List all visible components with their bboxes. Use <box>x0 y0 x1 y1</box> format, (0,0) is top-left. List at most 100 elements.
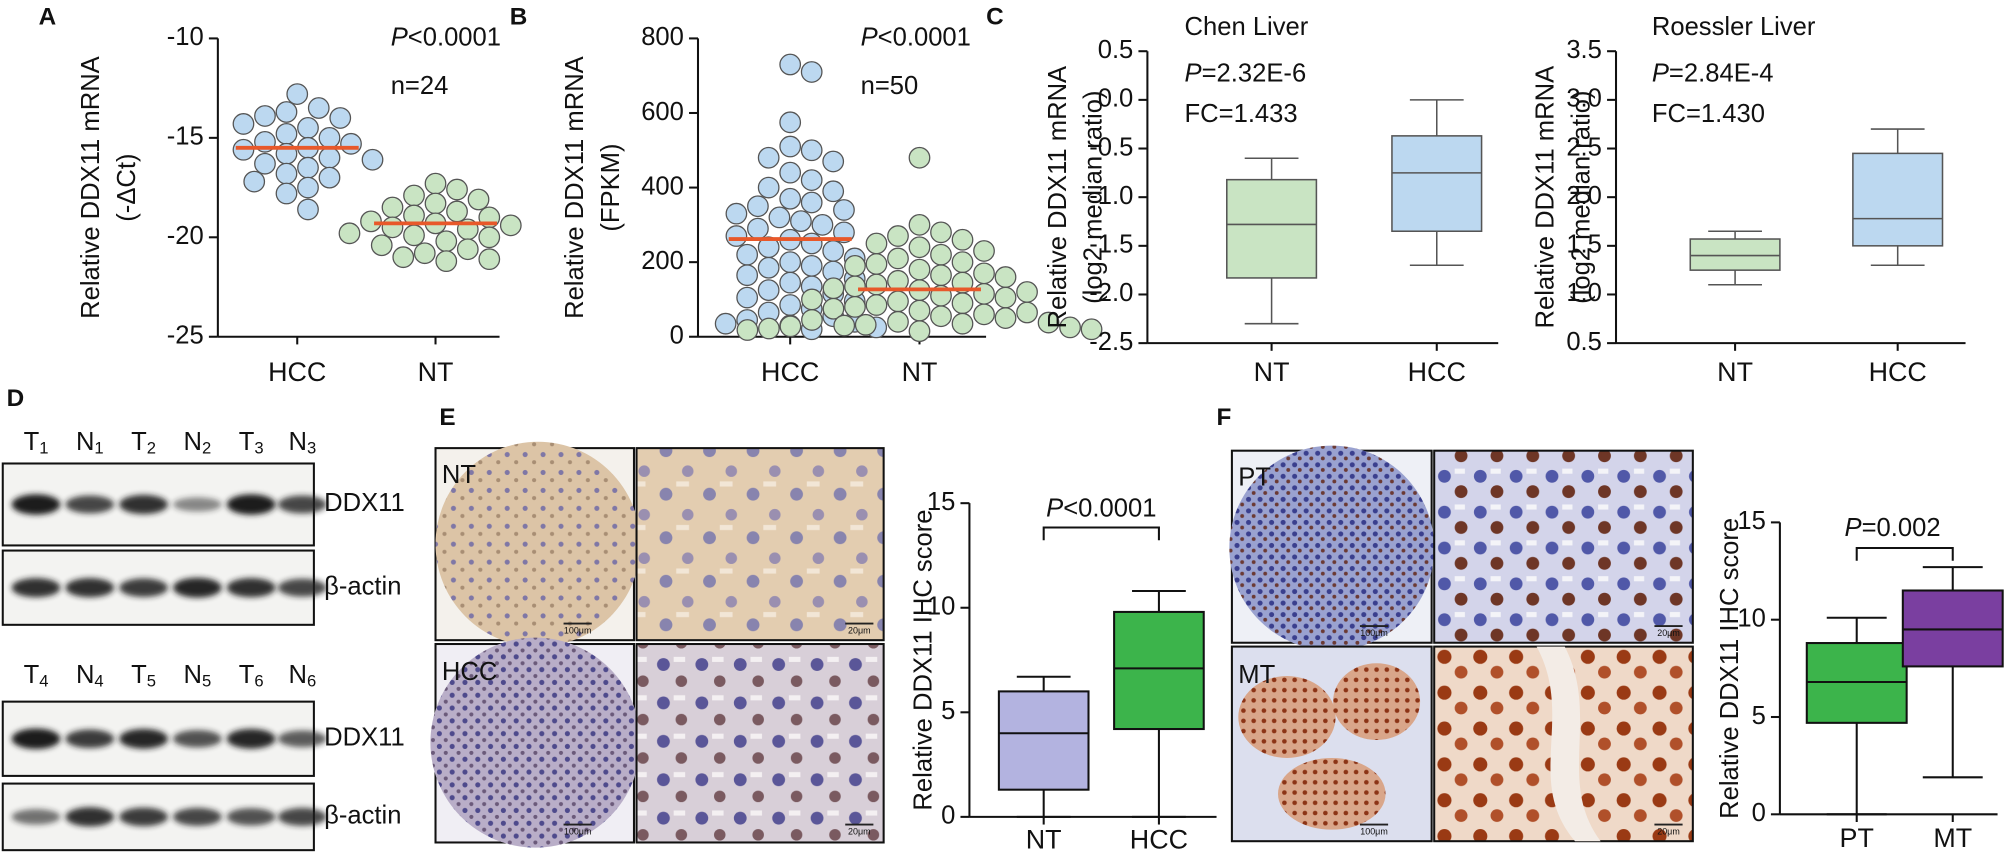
annotation: FC=1.433 <box>1185 100 1298 128</box>
data-point <box>736 319 759 341</box>
blot-band <box>65 495 115 514</box>
data-point <box>822 297 845 320</box>
data-point <box>370 234 393 257</box>
annotation: n=24 <box>391 72 449 100</box>
box <box>997 690 1090 791</box>
tissue-lobule <box>1238 676 1336 758</box>
lane-subscript: 6 <box>254 672 263 691</box>
box <box>1852 152 1944 247</box>
data-point <box>1016 281 1038 303</box>
data-point <box>297 198 319 221</box>
lane-subscript: 5 <box>202 672 211 691</box>
scale-bar-label: 100μm <box>564 626 592 636</box>
data-point <box>865 294 888 316</box>
y-axis-label: (-ΔCt) <box>113 153 141 221</box>
blot-band <box>119 578 168 597</box>
data-point <box>1080 318 1103 341</box>
data-point <box>822 180 845 203</box>
data-point <box>865 232 888 255</box>
data-point <box>951 251 974 274</box>
data-point <box>779 111 802 134</box>
data-point <box>833 199 855 221</box>
data-point <box>1059 316 1081 339</box>
data-point <box>725 225 748 247</box>
y-tick-label: 15 <box>927 488 955 516</box>
y-tick-label: 0.5 <box>1566 328 1602 356</box>
data-point <box>779 161 802 184</box>
blot-band <box>278 807 327 826</box>
lane-label: N4 <box>76 661 104 691</box>
data-point <box>307 97 330 119</box>
data-point <box>361 148 384 171</box>
blot-band <box>11 494 61 515</box>
blot-row-label: DDX11 <box>324 724 405 752</box>
tissue-core <box>1229 445 1435 651</box>
data-point <box>994 286 1017 309</box>
x-tick-label: NT <box>1717 357 1753 387</box>
data-point <box>800 254 823 277</box>
data-point <box>833 314 856 337</box>
x-tick-label: MT <box>1933 823 1972 853</box>
data-point <box>887 290 909 313</box>
blot-band <box>278 730 327 748</box>
y-axis-label: Relative DDX11 IHC score <box>1716 518 1744 819</box>
data-point <box>446 178 468 201</box>
scale-bar-label: 20μm <box>1657 827 1680 837</box>
lane-label: N1 <box>76 428 104 458</box>
data-point <box>736 264 759 287</box>
data-point <box>779 294 802 316</box>
data-point <box>887 225 909 247</box>
y-tick-label: 2.0 <box>1566 182 1602 210</box>
data-point <box>435 250 458 273</box>
data-point <box>1037 311 1060 334</box>
blot-band <box>278 495 327 514</box>
blot-band <box>173 497 222 512</box>
data-point <box>747 217 769 240</box>
data-point <box>446 200 468 223</box>
data-point <box>232 138 255 161</box>
scale-bar-label: 20μm <box>848 626 871 636</box>
annotation: P<0.0001 <box>1046 494 1156 522</box>
ihc-image <box>635 447 885 642</box>
data-point <box>297 156 319 179</box>
data-point <box>811 213 834 236</box>
y-tick-label: -25 <box>167 322 204 350</box>
data-point <box>908 236 931 259</box>
data-point <box>844 275 866 298</box>
lane-letter: T <box>239 428 255 456</box>
lane-label: N5 <box>184 661 212 691</box>
box <box>1391 135 1483 233</box>
data-point <box>994 266 1017 288</box>
data-point <box>800 191 823 214</box>
ihc-panel-f <box>1229 445 1694 843</box>
y-tick-label: 3.0 <box>1566 85 1602 113</box>
lane-subscript: 2 <box>202 439 211 458</box>
blot-band <box>173 730 222 748</box>
scale-bar-label: 100μm <box>564 827 592 837</box>
y-tick-label: 0 <box>670 322 684 350</box>
data-point <box>499 214 522 237</box>
lane-letter: T <box>24 428 40 456</box>
data-point <box>801 309 823 331</box>
y-tick-label: -10 <box>167 23 204 51</box>
annotation-text: <0.0001 <box>408 23 501 51</box>
lane-letter: N <box>76 661 94 689</box>
y-axis-label: Relative DDX11 mRNA <box>1532 65 1560 329</box>
data-point <box>951 228 974 251</box>
data-point <box>736 243 759 266</box>
y-tick-label: -20 <box>167 222 204 250</box>
blot-band <box>278 578 327 597</box>
y-tick-label: 400 <box>641 172 684 200</box>
data-point <box>275 122 298 145</box>
chart-title: Chen Liver <box>1185 13 1309 41</box>
data-point <box>757 279 780 302</box>
data-point <box>275 182 298 205</box>
data-point <box>232 113 255 135</box>
lane-subscript: 1 <box>94 439 103 458</box>
data-point <box>779 271 802 294</box>
tissue-lobule <box>1277 757 1386 830</box>
x-tick-label: HCC <box>1869 357 1927 387</box>
annotation: P<0.0001 <box>861 23 971 51</box>
blot-band <box>226 728 276 749</box>
ihc-row-label: HCC <box>442 658 497 686</box>
